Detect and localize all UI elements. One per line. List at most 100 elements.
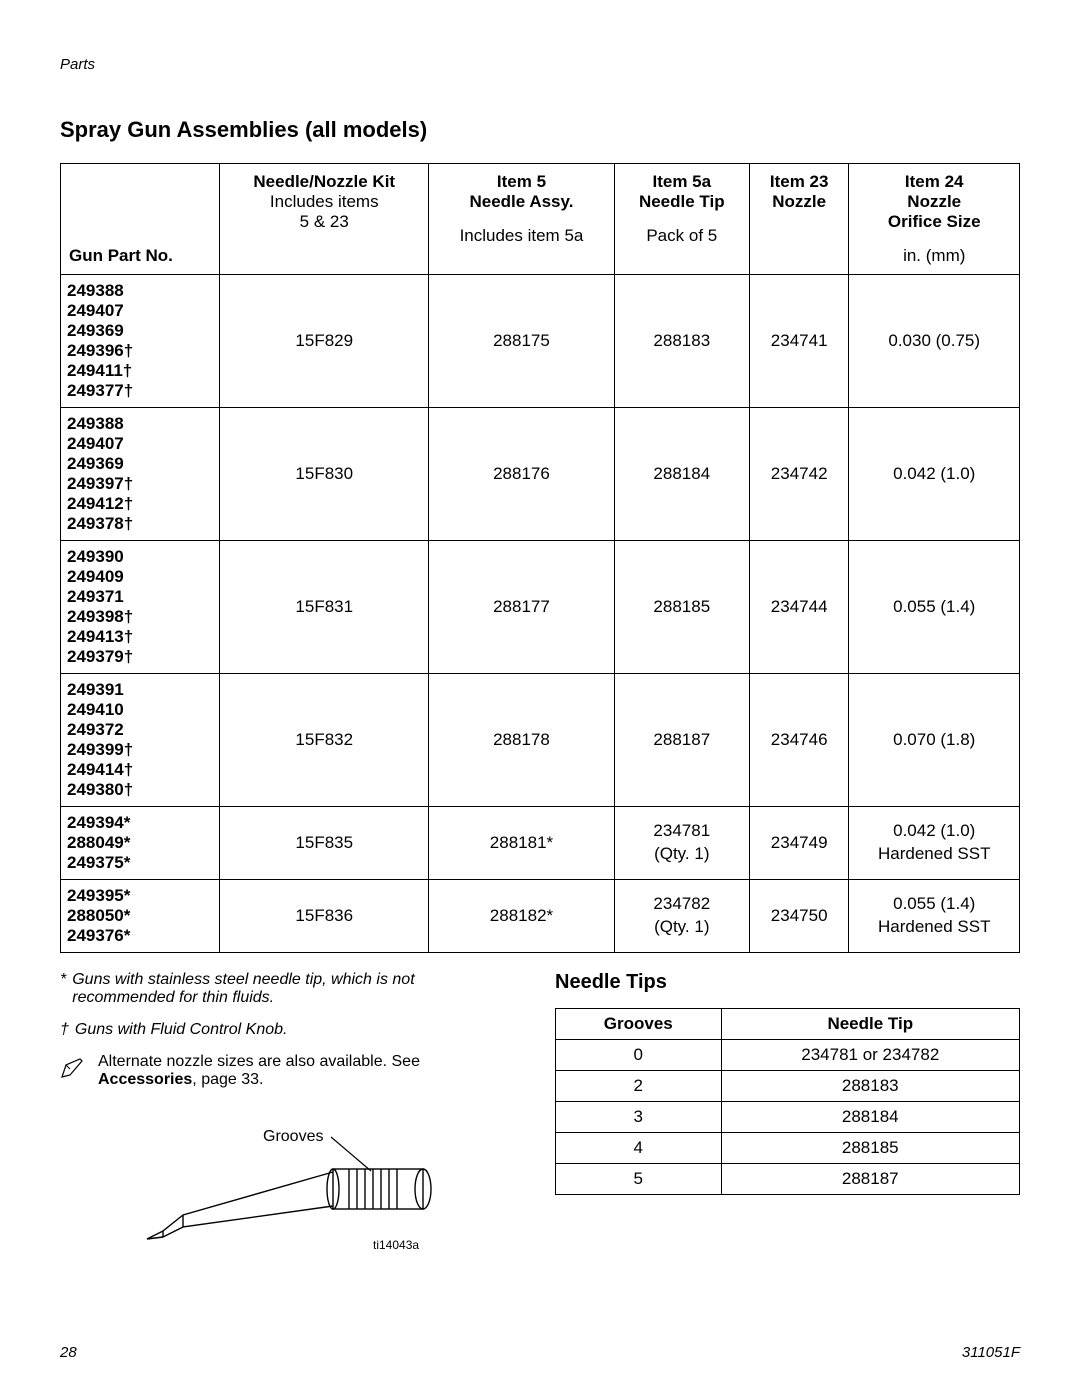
- ti-label: ti14043a: [373, 1238, 419, 1252]
- table-row: 249395*288050*249376*15F836288182*234782…: [61, 880, 1020, 953]
- cell-grooves: 4: [556, 1133, 722, 1164]
- table-row: 3288184: [556, 1102, 1020, 1133]
- cell-tip: 288187: [721, 1164, 1019, 1195]
- hd: Needle Tip: [623, 192, 741, 212]
- hd: Nozzle: [857, 192, 1011, 212]
- text: Guns with stainless steel needle tip, wh…: [72, 971, 520, 1007]
- cell-grooves: 5: [556, 1164, 722, 1195]
- cell-item5a: 288184: [614, 408, 749, 541]
- cell-item23: 234749: [749, 807, 849, 880]
- cell-gun: 249394*288049*249375*: [61, 807, 220, 880]
- col-item5a: Item 5a Needle Tip Pack of 5: [614, 164, 749, 275]
- cell-item5: 288181*: [429, 807, 614, 880]
- footnote-alt: Alternate nozzle sizes are also availabl…: [60, 1053, 520, 1089]
- cell-item24: 0.055 (1.4)Hardened SST: [849, 880, 1020, 953]
- cell-tip: 288185: [721, 1133, 1019, 1164]
- sym: †: [60, 1021, 69, 1039]
- page-number: 28: [60, 1344, 77, 1361]
- hd: in. (mm): [857, 246, 1011, 266]
- hd: 5 & 23: [228, 212, 420, 232]
- hd: Item 24: [857, 172, 1011, 192]
- hd: Needle/Nozzle Kit: [228, 172, 420, 192]
- needle-tips-table: Grooves Needle Tip 0234781 or 2347822288…: [555, 1008, 1020, 1195]
- hd: Item 5a: [623, 172, 741, 192]
- cell-item5a: 234781(Qty. 1): [614, 807, 749, 880]
- col-gun: Gun Part No.: [61, 164, 220, 275]
- table-row: 249388249407249369249396†249411†249377†1…: [61, 275, 1020, 408]
- table-row: 249388249407249369249397†249412†249378†1…: [61, 408, 1020, 541]
- footnotes: * Guns with stainless steel needle tip, …: [60, 971, 520, 1089]
- needle-diagram: Grooves: [60, 1119, 525, 1264]
- page-title: Spray Gun Assemblies (all models): [60, 117, 1020, 143]
- cell-item5a: 288183: [614, 275, 749, 408]
- cell-tip: 234781 or 234782: [721, 1040, 1019, 1071]
- table-row: 0234781 or 234782: [556, 1040, 1020, 1071]
- table-row: 5288187: [556, 1164, 1020, 1195]
- col-item5: Item 5 Needle Assy. Includes item 5a: [429, 164, 614, 275]
- col-grooves: Grooves: [556, 1009, 722, 1040]
- cell-item5a: 234782(Qty. 1): [614, 880, 749, 953]
- col-item23: Item 23 Nozzle: [749, 164, 849, 275]
- cell-item5a: 288185: [614, 541, 749, 674]
- t1: Alternate nozzle sizes are also availabl…: [98, 1053, 420, 1070]
- hd: Includes item 5a: [437, 226, 605, 246]
- cell-item5: 288176: [429, 408, 614, 541]
- sym: *: [60, 971, 66, 1007]
- table-row: 249394*288049*249375*15F835288181*234781…: [61, 807, 1020, 880]
- cell-item23: 234750: [749, 880, 849, 953]
- cell-item24: 0.042 (1.0): [849, 408, 1020, 541]
- cell-item5: 288175: [429, 275, 614, 408]
- cell-item24: 0.055 (1.4): [849, 541, 1020, 674]
- cell-item5a: 288187: [614, 674, 749, 807]
- cell-gun: 249388249407249369249397†249412†249378†: [61, 408, 220, 541]
- table-row: 249391249410249372249399†249414†249380†1…: [61, 674, 1020, 807]
- cell-gun: 249390249409249371249398†249413†249379†: [61, 541, 220, 674]
- page-footer: 28 311051F: [60, 1344, 1020, 1361]
- col-kit: Needle/Nozzle Kit Includes items 5 & 23: [220, 164, 429, 275]
- cell-item5: 288182*: [429, 880, 614, 953]
- hd: Needle Assy.: [437, 192, 605, 212]
- cell-item24: 0.070 (1.8): [849, 674, 1020, 807]
- cell-kit: 15F832: [220, 674, 429, 807]
- cell-tip: 288183: [721, 1071, 1019, 1102]
- cell-grooves: 3: [556, 1102, 722, 1133]
- hd: Nozzle: [758, 192, 841, 212]
- t3: , page 33.: [192, 1071, 263, 1088]
- cell-kit: 15F830: [220, 408, 429, 541]
- col-item24: Item 24 Nozzle Orifice Size in. (mm): [849, 164, 1020, 275]
- table-row: 2288183: [556, 1071, 1020, 1102]
- footnote-dagger: † Guns with Fluid Control Knob.: [60, 1021, 520, 1039]
- cell-item24: 0.030 (0.75): [849, 275, 1020, 408]
- needle-tips-title: Needle Tips: [555, 971, 1020, 994]
- cell-item24: 0.042 (1.0)Hardened SST: [849, 807, 1020, 880]
- cell-gun: 249391249410249372249399†249414†249380†: [61, 674, 220, 807]
- hd: Item 23: [758, 172, 841, 192]
- text: Alternate nozzle sizes are also availabl…: [98, 1053, 520, 1089]
- cell-tip: 288184: [721, 1102, 1019, 1133]
- col-tip: Needle Tip: [721, 1009, 1019, 1040]
- cell-gun: 249388249407249369249396†249411†249377†: [61, 275, 220, 408]
- assemblies-table: Gun Part No. Needle/Nozzle Kit Includes …: [60, 163, 1020, 953]
- grooves-label: Grooves: [263, 1128, 323, 1145]
- cell-item23: 234744: [749, 541, 849, 674]
- text: Guns with Fluid Control Knob.: [75, 1021, 288, 1039]
- cell-item23: 234742: [749, 408, 849, 541]
- hd: Gun Part No.: [69, 246, 211, 266]
- cell-kit: 15F835: [220, 807, 429, 880]
- section-label: Parts: [60, 56, 1020, 73]
- cell-item23: 234741: [749, 275, 849, 408]
- cell-item5: 288177: [429, 541, 614, 674]
- cell-kit: 15F836: [220, 880, 429, 953]
- hd: Orifice Size: [857, 212, 1011, 232]
- t2: Accessories: [98, 1071, 192, 1088]
- cell-grooves: 0: [556, 1040, 722, 1071]
- cell-item23: 234746: [749, 674, 849, 807]
- cell-item5: 288178: [429, 674, 614, 807]
- hd: Pack of 5: [623, 226, 741, 246]
- hd: Includes items: [228, 192, 420, 212]
- pencil-icon: [60, 1057, 86, 1084]
- table-row: 249390249409249371249398†249413†249379†1…: [61, 541, 1020, 674]
- hd: Item 5: [437, 172, 605, 192]
- cell-gun: 249395*288050*249376*: [61, 880, 220, 953]
- table-row: 4288185: [556, 1133, 1020, 1164]
